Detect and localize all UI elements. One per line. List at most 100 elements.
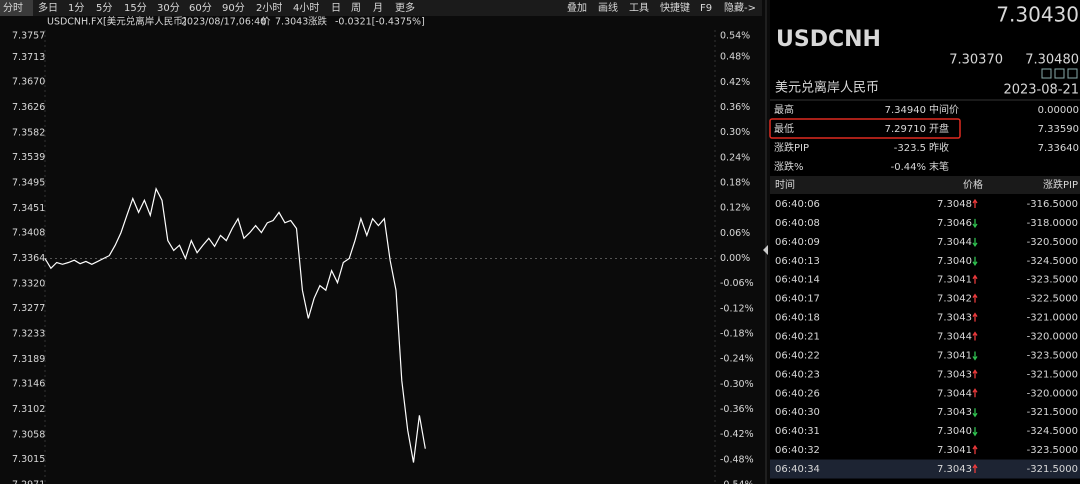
trade-header: 时间 xyxy=(775,178,795,191)
period-tab[interactable]: 分时 xyxy=(3,2,23,14)
y-tick-label: 7.3102 xyxy=(12,404,45,415)
trade-price: 7.3042 xyxy=(937,294,972,305)
trade-pip: -324.5000 xyxy=(1027,256,1078,267)
y2-tick-label: 0.36% xyxy=(720,102,750,113)
y2-tick-label: 0.54% xyxy=(720,31,750,42)
tool-button[interactable]: 工具 xyxy=(629,2,649,14)
trade-pip: -323.5000 xyxy=(1027,350,1078,361)
trade-pip: -320.0000 xyxy=(1027,332,1078,343)
stat-value: 7.34940 xyxy=(885,105,926,116)
trade-arrow xyxy=(972,198,978,208)
tool-button[interactable]: 叠加 xyxy=(567,2,587,14)
period-tab[interactable]: 周 xyxy=(351,2,361,14)
trade-pip: -321.0000 xyxy=(1027,313,1078,324)
highlight-box xyxy=(769,118,961,139)
y2-tick-label: -0.54% xyxy=(720,480,754,484)
trade-pip: -322.5000 xyxy=(1027,294,1078,305)
trade-price: 7.3043 xyxy=(937,313,972,324)
y-tick-label: 7.3713 xyxy=(12,52,45,63)
y2-tick-label: -0.42% xyxy=(720,429,754,440)
icon[interactable] xyxy=(1054,68,1065,79)
period-tab[interactable]: 4小时 xyxy=(293,2,319,14)
trade-header: 价格 xyxy=(963,178,983,191)
trade-arrow xyxy=(972,463,978,474)
bid: 7.30370 xyxy=(949,53,1003,68)
trade-time: 06:40:31 xyxy=(775,426,820,437)
trade-arrow xyxy=(972,237,978,248)
trade-price: 7.3043 xyxy=(937,369,972,380)
trade-price: 7.3046 xyxy=(937,218,972,229)
stat-label: 最低 xyxy=(774,122,794,135)
trade-time: 06:40:08 xyxy=(775,218,820,229)
trade-arrow xyxy=(972,256,978,266)
trade-pip: -320.0000 xyxy=(1027,388,1078,399)
info-symbol: USDCNH.FX[美元兑离岸人民币] xyxy=(47,16,186,28)
period-tab[interactable]: 月 xyxy=(373,2,383,14)
period-tab[interactable]: 30分 xyxy=(157,2,180,14)
trade-time: 06:40:18 xyxy=(775,313,820,324)
y-tick-label: 7.3277 xyxy=(12,303,45,314)
trade-time: 06:40:14 xyxy=(775,275,820,286)
period-tab[interactable]: 多日 xyxy=(38,1,58,14)
y2-tick-label: -0.18% xyxy=(720,329,754,340)
trade-arrow xyxy=(972,351,978,361)
y-tick-label: 7.3670 xyxy=(12,77,45,88)
trade-price: 7.3044 xyxy=(937,332,972,343)
info-change-label: 涨跌 xyxy=(308,16,328,28)
last-price: 7.30430 xyxy=(996,3,1079,27)
period-tab[interactable]: 5分 xyxy=(96,2,112,14)
y2-tick-label: 0.48% xyxy=(720,52,750,63)
y-tick-label: 7.3320 xyxy=(12,278,45,289)
stat-value: 7.29710 xyxy=(885,124,926,135)
stat-label: 开盘 xyxy=(929,122,949,135)
trade-arrow xyxy=(972,293,978,303)
trade-time: 06:40:34 xyxy=(775,464,820,475)
trade-pip: -324.5000 xyxy=(1027,426,1078,437)
y-tick-label: 7.3408 xyxy=(12,228,45,239)
y2-tick-label: 0.30% xyxy=(720,127,750,138)
price-line xyxy=(44,187,426,463)
period-tab[interactable]: 1分 xyxy=(68,2,84,14)
tool-button[interactable]: F9 xyxy=(700,3,712,14)
icon[interactable] xyxy=(1041,68,1052,79)
trade-price: 7.3043 xyxy=(937,464,972,475)
collapse-arrow[interactable] xyxy=(763,245,768,255)
trade-pip: -323.5000 xyxy=(1027,445,1078,456)
y-tick-label: 7.3233 xyxy=(12,329,45,340)
y-tick-label: 7.3582 xyxy=(12,127,45,138)
period-tab[interactable]: 60分 xyxy=(189,2,212,14)
stat-label: 中间价 xyxy=(929,103,959,116)
quote-panel xyxy=(770,0,1080,484)
tool-button[interactable]: 快捷键 xyxy=(660,1,690,14)
period-tab[interactable]: 2小时 xyxy=(256,2,282,14)
tool-button[interactable]: 画线 xyxy=(598,1,618,14)
trade-pip: -321.5000 xyxy=(1027,369,1078,380)
period-tab[interactable]: 日 xyxy=(331,3,341,14)
period-tab[interactable]: 90分 xyxy=(222,2,245,14)
stat-value: -323.5 xyxy=(894,143,926,154)
y-tick-label: 7.2971 xyxy=(12,480,45,484)
trade-arrow xyxy=(972,408,978,418)
trade-pip: -318.0000 xyxy=(1027,218,1078,229)
selected-row xyxy=(770,459,1080,479)
trade-time: 06:40:32 xyxy=(775,445,820,456)
active-tab xyxy=(0,0,33,16)
trade-header-bg xyxy=(770,176,1080,194)
stat-value: -0.44% xyxy=(891,162,926,173)
trade-pip: -316.5000 xyxy=(1027,199,1078,210)
y-tick-label: 7.3539 xyxy=(12,152,45,163)
icon[interactable] xyxy=(1067,68,1078,79)
toolbar-bg xyxy=(0,0,762,16)
y-tick-label: 7.3451 xyxy=(12,203,45,214)
y2-tick-label: -0.36% xyxy=(720,404,754,415)
y2-tick-label: -0.06% xyxy=(720,278,754,289)
symbol: USDCNH xyxy=(776,27,881,52)
tool-button[interactable]: 隐藏-> xyxy=(724,2,756,14)
trade-pip: -321.5000 xyxy=(1027,464,1078,475)
trade-header: 涨跌PIP xyxy=(1043,178,1078,191)
period-tab[interactable]: 更多 xyxy=(395,1,415,14)
y2-tick-label: 0.00% xyxy=(720,253,750,264)
trade-arrow xyxy=(972,444,978,455)
period-tab[interactable]: 15分 xyxy=(124,2,147,14)
